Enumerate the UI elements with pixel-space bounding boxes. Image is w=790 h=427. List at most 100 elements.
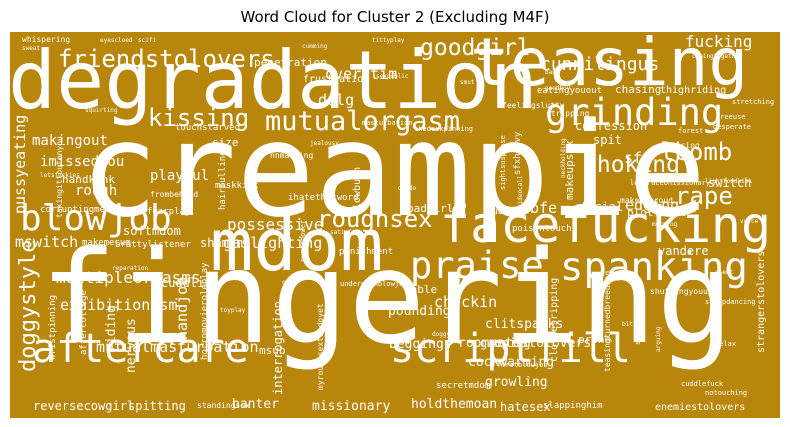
word-scent: scent [715, 269, 733, 276]
word-fingering: fingering [40, 224, 734, 373]
word-confession: confession [575, 119, 647, 133]
word-makingout: makingout [32, 133, 108, 149]
word-sweat: sweat [22, 45, 40, 52]
word-frustration: frustration [303, 74, 369, 85]
word-hatesex: hatesex [500, 400, 551, 414]
word-badgirl: badgirl [407, 202, 453, 215]
word-grinding: grinding [545, 91, 723, 134]
word-tittyplay: tittyplay [372, 37, 405, 44]
word-hairpulling: hairpulling [218, 150, 228, 210]
word-whispering: whispering [22, 35, 70, 44]
word-creampie: creampie [80, 94, 706, 246]
word-rape: rape [675, 182, 733, 210]
word-pussyeating: pussyeating [11, 115, 29, 214]
word-secretmdom: secretmdom [436, 381, 490, 391]
word-overstim: overstim [325, 65, 397, 83]
word-ihatethatword: ihatethatword [288, 193, 358, 203]
word-dildo: dildo [398, 185, 416, 192]
word-frombehind: frombehind [150, 190, 198, 199]
word-teasingturnedbreeding: teasingturnedbreeding [603, 271, 612, 372]
chart-title: Word Cloud for Cluster 2 (Excluding M4F) [240, 8, 550, 26]
word-scriptfill: scriptfill [390, 326, 631, 372]
word-softmdom: softmdom [123, 224, 181, 238]
word-clothesripping: clothesripping [549, 278, 560, 362]
word-nervous: nervous [124, 318, 139, 373]
word-wristpinning: wristpinning [48, 295, 58, 360]
word-thighriding: thighriding [660, 85, 726, 96]
word-letsfuckies: letsfuckies [40, 172, 80, 179]
word-clitspanks: clitspanks [485, 317, 563, 332]
word-eyescloed: eyescloed [100, 37, 133, 44]
word-bfe: bfe [530, 199, 557, 217]
word-reparation: reparation [112, 265, 149, 272]
word-roommatestolovers: roommatestolovers [458, 336, 591, 351]
word-handkink: handkink [62, 173, 115, 186]
word-multipleorgasms: multipleorgasms [56, 268, 201, 287]
word-cloud-svg: creampiefingeringdegradationmdomteasingf… [10, 32, 774, 414]
word-takingittoutonyou: takingittoutonyou [55, 136, 64, 218]
word-makeupsex: makeupsex [563, 140, 576, 200]
word-facial: facial [580, 200, 623, 214]
word-mutualorgasm: mutualorgasm [265, 106, 460, 137]
word-neckholding: neckholding [560, 138, 567, 178]
word-kissing: kissing [148, 104, 249, 132]
word-playful: playful [150, 168, 209, 184]
word-handjob: handjob [173, 277, 191, 340]
word-checkin: checkin [434, 293, 497, 311]
word-roughsex: roughsex [317, 205, 433, 233]
word-nnmasking: nnmasking [270, 151, 314, 160]
word-holdthemoan: holdthemoan [411, 397, 497, 412]
word-makemeproud: makemeproud [620, 196, 673, 205]
word-possessive: possessive [227, 215, 323, 234]
word-feelingslutty: feelingslutty [502, 101, 565, 110]
word-lightfoodkink: lightfoodkink [705, 178, 752, 185]
word-imissedyou: imissedyou [40, 154, 124, 170]
word-facefucking: facefucking [440, 196, 771, 254]
word-aftercollege: aftercollege [79, 290, 89, 355]
word-cloud-canvas: creampie fingering degradation mdom teasing f… [10, 32, 780, 418]
word-banter: banter [232, 397, 279, 412]
word-voice: voice [740, 218, 758, 225]
word-slowburn: slowburn [352, 167, 363, 215]
word-aftercare: aftercare [32, 326, 249, 372]
word-cuddlefuck: cuddlefuck [681, 380, 724, 388]
word-relax: relax [715, 340, 736, 348]
word-groping: groping [480, 336, 531, 350]
word-msub: msub [259, 344, 286, 357]
word-chasing: chasing [615, 83, 661, 96]
word-masturbation: masturbation [362, 119, 413, 127]
word-smut: smut [460, 79, 475, 86]
word-begging: begging [389, 337, 444, 352]
word-thedeskpinning: thedeskpinning [414, 125, 473, 133]
word-choking: choking [583, 152, 680, 178]
word-riding: riding [104, 305, 119, 352]
word-slappinghim: slappinghim [543, 401, 603, 411]
word-dancing: dancing [666, 141, 700, 150]
word-standingsex: standingsex [197, 401, 250, 410]
word-cuddling: cuddling [161, 276, 219, 290]
word-brattylistener: brattylistener [115, 240, 191, 250]
word-lbomb: lbomb [660, 138, 732, 166]
word-enemiestolovers: enemiestolovers [655, 402, 745, 413]
word-jealousy: jealousy [310, 140, 339, 147]
word-videocall: videocall [517, 175, 524, 208]
word-size: size [212, 136, 239, 149]
word-ddlg: ddlg [318, 91, 354, 109]
word-forest: forest [678, 127, 703, 135]
word-touchstarved: touchstarved [175, 123, 240, 133]
word-cumming: cumming [302, 43, 328, 50]
word-goodboy: goodboy [545, 85, 571, 92]
word-comingtogether: comingtogether [692, 53, 743, 60]
word-cunnilingus: cunnilingus [540, 54, 659, 75]
word-strangerstolovers: strangerstolovers [756, 251, 767, 353]
word-biting: biting [622, 321, 644, 328]
word-sfxheavy: sfxheavy [513, 131, 523, 175]
word-switchysoftedom: switchysoftedom [634, 282, 642, 345]
word-gaslighting: gaslighting [223, 234, 322, 252]
word-desperate: desperate [713, 123, 751, 131]
word-pounding: pounding [388, 304, 451, 319]
word-missionary: missionary [312, 399, 390, 414]
word-underdeskblowjob: underdeskblowjob [340, 280, 407, 288]
word-maskkink: maskkink [215, 181, 259, 191]
word-firstblowjob: firstblowjob [497, 361, 548, 369]
